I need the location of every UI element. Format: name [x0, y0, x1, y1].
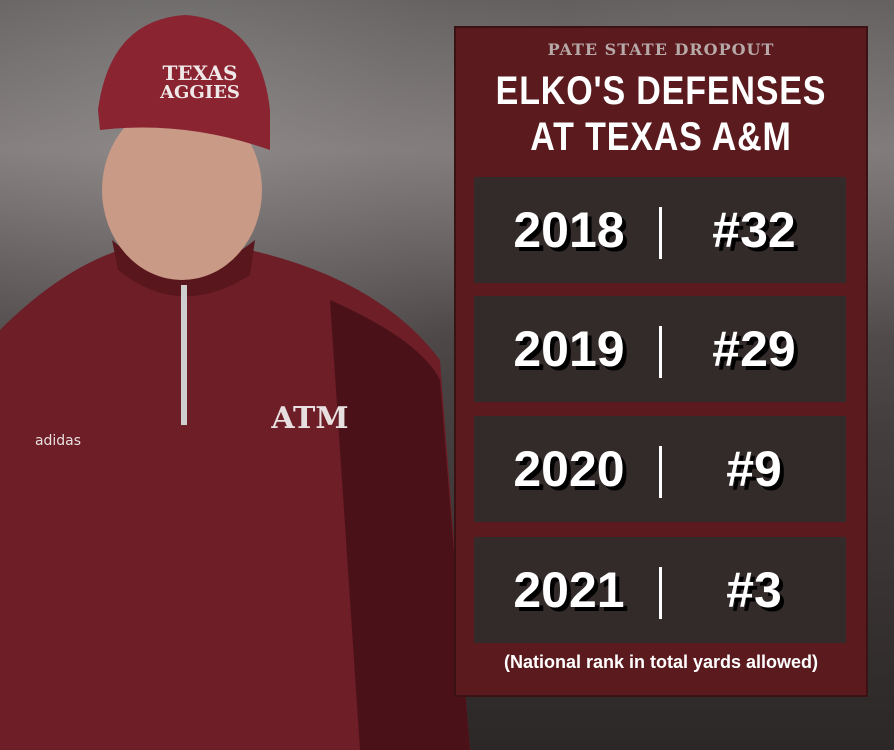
year: 2020 [513, 441, 625, 497]
stats-panel: PATE STATE DROPOUT ELKO'S DEFENSES AT TE… [456, 28, 866, 695]
year: 2019 [513, 321, 625, 377]
sleeve-logo: adidas [35, 433, 81, 449]
rank: #3 [726, 562, 782, 618]
zipper [181, 285, 187, 425]
coach-photo: TEXAS AGGIES ATM adidas [0, 15, 470, 750]
stat-row: 2020 #9 [474, 416, 846, 522]
title-line-1: ELKO'S DEFENSES [495, 69, 827, 113]
divider [659, 446, 662, 498]
stat-row: 2021 #3 [474, 537, 846, 643]
cap [98, 15, 270, 150]
year: 2021 [513, 562, 625, 618]
svg-text:AGGIES: AGGIES [159, 82, 240, 103]
title-line-2: AT TEXAS A&M [530, 115, 792, 159]
year: 2018 [513, 202, 625, 258]
stat-row: 2019 #29 [474, 296, 846, 402]
divider [659, 567, 662, 619]
collar [112, 240, 255, 297]
rank: #32 [712, 202, 796, 258]
face [102, 100, 262, 280]
chest-logo: ATM [270, 401, 348, 436]
cap-logo: TEXAS [163, 61, 238, 85]
rank: #29 [712, 321, 796, 377]
rank: #9 [726, 441, 782, 497]
panel-title: ELKO'S DEFENSES AT TEXAS A&M [487, 68, 836, 160]
jacket-shadow [330, 300, 470, 750]
footnote: (National rank in total yards allowed) [503, 652, 819, 672]
stat-row: 2018 #32 [474, 177, 846, 283]
divider [659, 326, 662, 378]
kicker: PATE STATE DROPOUT [547, 40, 775, 59]
divider [659, 207, 662, 259]
